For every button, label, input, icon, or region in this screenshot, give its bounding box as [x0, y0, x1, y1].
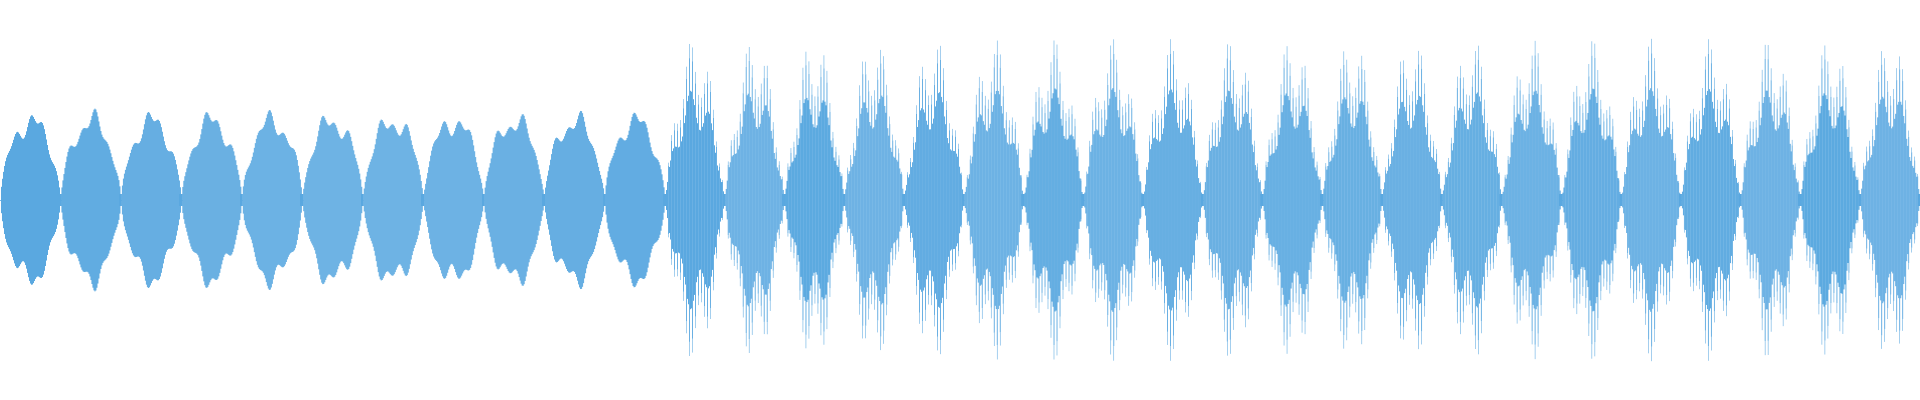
higher-amplitude-section-burst	[782, 194, 786, 206]
higher-amplitude-section-burst	[1619, 194, 1623, 206]
higher-amplitude-section-burst	[722, 194, 726, 206]
higher-amplitude-section-burst	[1380, 194, 1384, 206]
higher-amplitude-section-burst	[842, 194, 846, 206]
higher-amplitude-section-burst	[1200, 194, 1204, 206]
higher-amplitude-section-burst	[1141, 194, 1145, 206]
higher-amplitude-section-burst	[1738, 194, 1742, 206]
higher-amplitude-section-burst	[1499, 194, 1503, 206]
waveform-bursts	[0, 38, 1920, 362]
higher-amplitude-section-burst	[1081, 194, 1085, 206]
higher-amplitude-section-burst	[1559, 194, 1563, 206]
higher-amplitude-section-burst	[1858, 194, 1862, 206]
higher-amplitude-section-burst	[1260, 194, 1264, 206]
higher-amplitude-section-burst	[1798, 194, 1802, 206]
higher-amplitude-section-burst	[1439, 194, 1443, 206]
higher-amplitude-section-burst	[902, 194, 906, 206]
higher-amplitude-section-burst	[1678, 194, 1682, 206]
higher-amplitude-section-burst	[961, 194, 965, 206]
higher-amplitude-section-burst	[1021, 194, 1025, 206]
higher-amplitude-section-burst	[1320, 194, 1324, 206]
